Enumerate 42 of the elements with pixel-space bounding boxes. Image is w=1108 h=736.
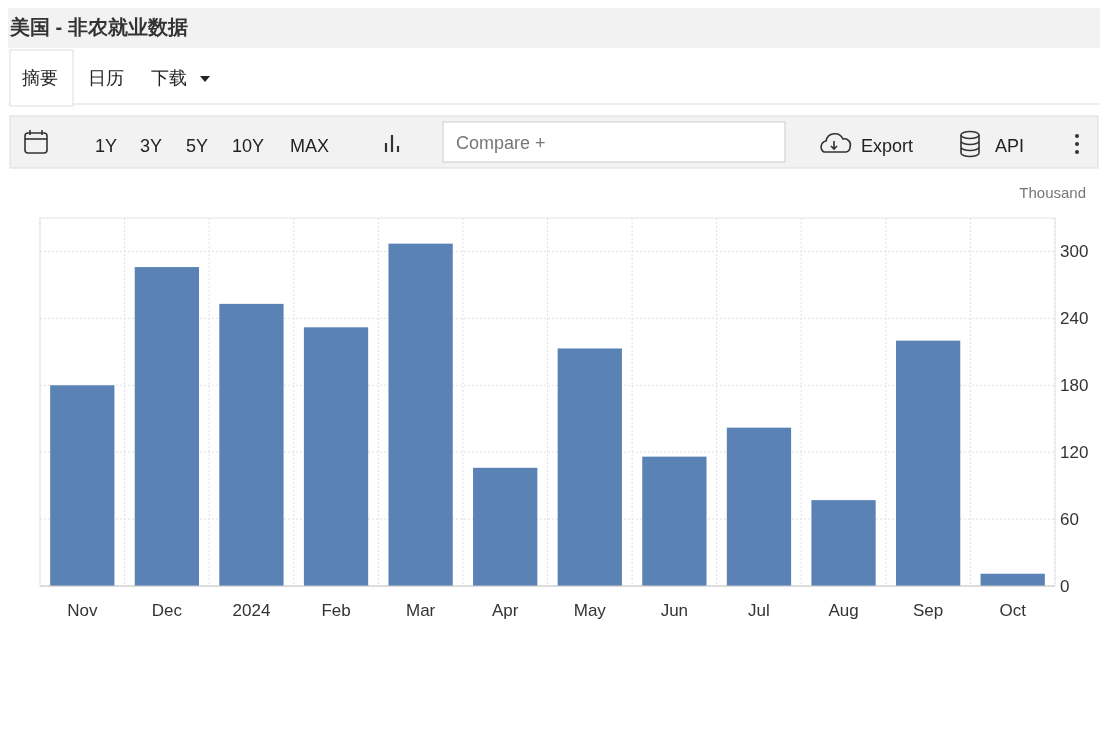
x-tick-label: Oct [999,601,1027,620]
x-tick-label: Dec [151,601,183,620]
text: Compare + [456,133,546,153]
x-tick-label: 2024 [232,601,271,620]
bar [303,327,369,586]
text: 1Y [95,136,118,156]
x-tick-label: Mar [405,601,436,620]
text: MAX [290,136,330,156]
y-axis-title: Thousand [1019,184,1086,201]
bar [388,243,453,586]
bar [557,348,622,586]
x-tick-label: Sep [913,601,944,620]
text: 摘要 [22,68,58,88]
bar [726,427,792,586]
y-tick-label: 0 [1060,577,1070,596]
text: 10Y [232,136,265,156]
bar [50,385,115,586]
text: 日历 [88,68,124,88]
bar [642,456,707,586]
bar [473,467,538,586]
x-tick-label: Apr [491,601,519,620]
text: 3Y [140,136,163,156]
x-tick-label: Jun [660,601,689,620]
x-tick-label: Jul [748,601,770,620]
text: Export [861,136,914,156]
y-tick-label: 300 [1060,242,1089,262]
y-tick-label: 240 [1060,309,1089,329]
y-tick-label: 60 [1060,510,1079,530]
x-tick-label: May [573,601,607,620]
bar [895,340,961,586]
bar [134,267,200,586]
y-tick-label: 180 [1060,376,1089,396]
text: 5Y [186,136,209,156]
bar [219,303,284,586]
text: API [995,136,1025,156]
bar [811,500,876,586]
y-tick-label: 120 [1060,443,1089,463]
text: 下载 [151,68,187,88]
x-tick-label: Feb [321,601,351,620]
x-tick-label: Nov [67,601,98,620]
x-tick-label: Aug [828,601,859,620]
chart-title: 美国 - 非农就业数据 [9,16,188,38]
